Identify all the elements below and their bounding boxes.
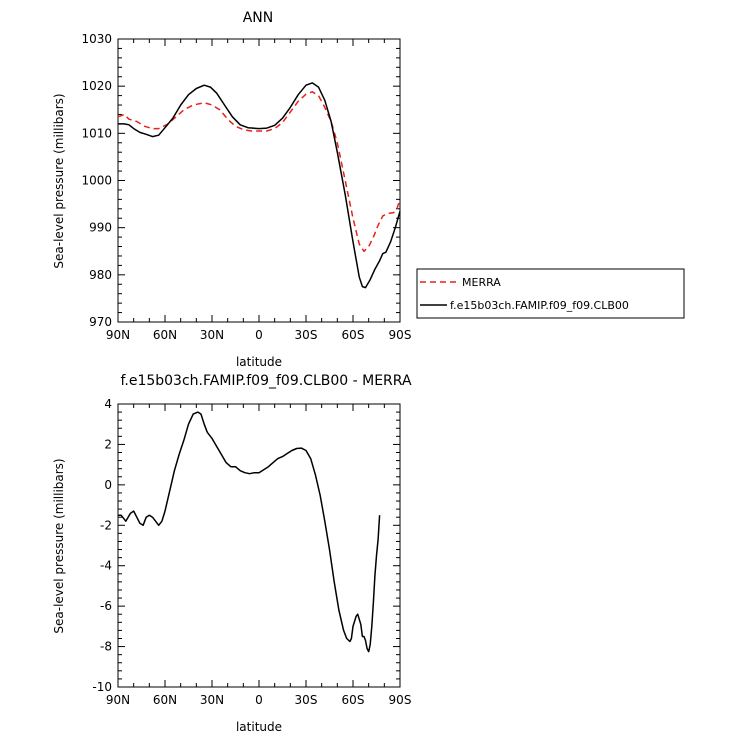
x-tick-label: 0 bbox=[255, 328, 263, 342]
bottom-y-tick-labels: -10 -8 -6 -4 -2 0 2 4 bbox=[92, 397, 112, 694]
x-tick-label: 30S bbox=[295, 328, 318, 342]
y-tick-label: 1010 bbox=[81, 126, 112, 140]
y-tick-label: 970 bbox=[89, 315, 112, 329]
x-tick-label: 60S bbox=[342, 693, 365, 707]
y-tick-label: 1020 bbox=[81, 79, 112, 93]
bottom-x-tick-labels: 90N 60N 30N 0 30S 60S 90S bbox=[106, 693, 412, 707]
y-tick-label: 2 bbox=[104, 437, 112, 451]
y-tick-label: -10 bbox=[92, 680, 112, 694]
x-tick-label: 90N bbox=[106, 328, 130, 342]
bottom-chart-panel: f.e15b03ch.FAMIP.f09_f09.CLB00 - MERRA -… bbox=[52, 373, 412, 734]
bottom-axis-ticks bbox=[117, 403, 401, 688]
bottom-x-axis-label: latitude bbox=[236, 720, 282, 734]
top-y-axis-label: Sea-level pressure (millibars) bbox=[52, 93, 66, 268]
series-line-merra bbox=[117, 91, 401, 253]
y-tick-label: -8 bbox=[100, 640, 112, 654]
y-tick-label: 4 bbox=[104, 397, 112, 411]
series-line-f-e15b03ch-famip-f09-f09-clb00 bbox=[118, 82, 401, 289]
x-tick-label: 90S bbox=[389, 693, 412, 707]
x-tick-label: 60N bbox=[153, 328, 177, 342]
x-tick-label: 0 bbox=[255, 693, 263, 707]
legend: MERRA f.e15b03ch.FAMIP.f09_f09.CLB00 bbox=[416, 268, 685, 319]
top-axis-ticks bbox=[117, 38, 401, 323]
y-tick-label: 1030 bbox=[81, 32, 112, 46]
top-series-lines bbox=[117, 82, 401, 289]
bottom-y-axis-label: Sea-level pressure (millibars) bbox=[52, 458, 66, 633]
legend-box bbox=[416, 268, 685, 319]
bottom-chart-title: f.e15b03ch.FAMIP.f09_f09.CLB00 - MERRA bbox=[120, 373, 411, 389]
y-tick-label: 990 bbox=[89, 221, 112, 235]
bottom-plot-frame bbox=[117, 403, 401, 688]
legend-label-model: f.e15b03ch.FAMIP.f09_f09.CLB00 bbox=[450, 299, 629, 312]
y-tick-label: -4 bbox=[100, 559, 112, 573]
top-x-axis-label: latitude bbox=[236, 355, 282, 369]
top-chart-panel: ANN 970 980 990 1000 1010 1020 1030 90N 60N 30N 0… bbox=[52, 10, 411, 369]
x-tick-label: 30N bbox=[200, 328, 224, 342]
bottom-series-lines bbox=[118, 411, 381, 653]
top-y-tick-labels: 970 980 990 1000 1010 1020 1030 bbox=[81, 32, 112, 329]
series-line-series-0 bbox=[118, 411, 381, 653]
y-tick-label: 1000 bbox=[81, 174, 112, 188]
x-tick-label: 60N bbox=[153, 693, 177, 707]
y-tick-label: -6 bbox=[100, 599, 112, 613]
top-chart-title: ANN bbox=[243, 10, 274, 26]
x-tick-label: 30S bbox=[295, 693, 318, 707]
top-x-tick-labels: 90N 60N 30N 0 30S 60S 90S bbox=[106, 328, 412, 342]
y-tick-label: -2 bbox=[100, 518, 112, 532]
y-tick-label: 980 bbox=[89, 268, 112, 282]
top-plot-frame bbox=[117, 38, 401, 323]
x-tick-label: 90N bbox=[106, 693, 130, 707]
legend-label-merra: MERRA bbox=[462, 276, 501, 289]
x-tick-label: 30N bbox=[200, 693, 224, 707]
y-tick-label: 0 bbox=[104, 478, 112, 492]
x-tick-label: 90S bbox=[389, 328, 412, 342]
x-tick-label: 60S bbox=[342, 328, 365, 342]
